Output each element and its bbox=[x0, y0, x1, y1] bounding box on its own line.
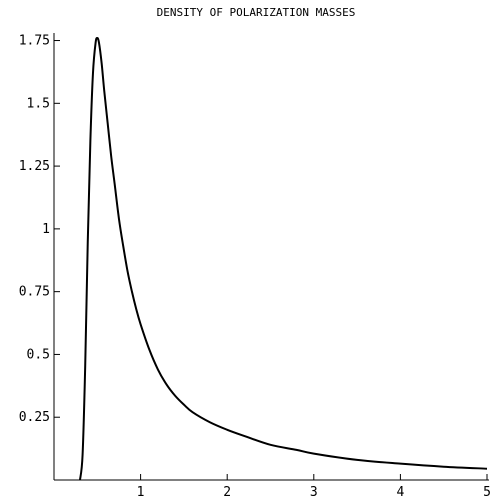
x-ticks: 1 2 3 4 5 bbox=[137, 474, 491, 500]
y-tick-label: 1.25 bbox=[19, 159, 50, 174]
x-tick-label: 1 bbox=[137, 485, 145, 500]
y-tick-label: 1.75 bbox=[19, 34, 50, 49]
x-tick-label: 3 bbox=[310, 485, 318, 500]
y-tick-label: 0.75 bbox=[19, 285, 50, 300]
y-tick-label: 1.5 bbox=[27, 96, 50, 111]
x-tick-label: 4 bbox=[396, 485, 404, 500]
y-tick-label: 0.25 bbox=[19, 410, 50, 425]
y-tick-label: 1 bbox=[42, 222, 50, 237]
chart-title: DENSITY OF POLARIZATION MASSES bbox=[157, 6, 356, 19]
y-ticks: 0.25 0.5 0.75 1 1.25 1.5 1.75 bbox=[19, 34, 60, 425]
x-tick-label: 5 bbox=[483, 485, 491, 500]
x-tick-label: 2 bbox=[223, 485, 231, 500]
density-curve bbox=[78, 36, 488, 481]
y-tick-label: 0.5 bbox=[27, 347, 50, 362]
